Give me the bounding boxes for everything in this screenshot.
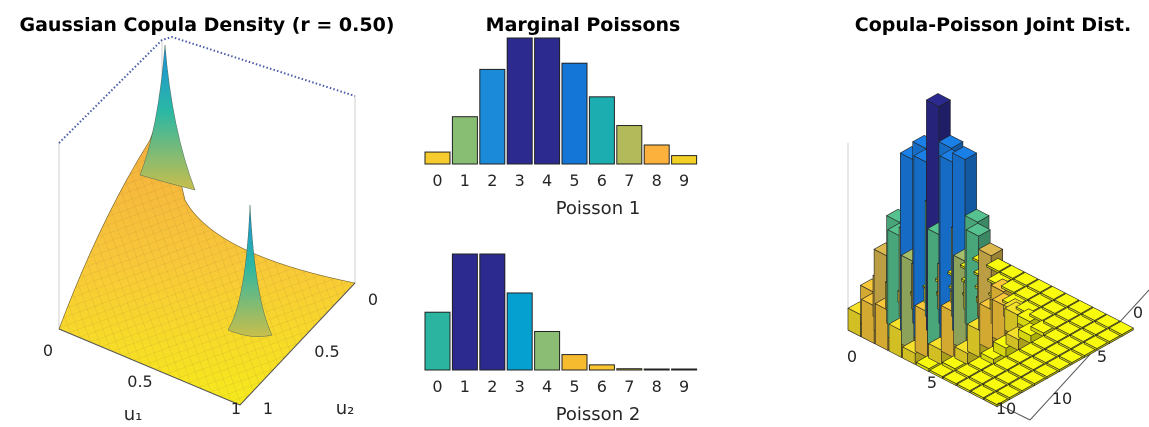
tick-p1-5: 5 [569,171,579,190]
joint-bar-top-4-10 [1026,279,1053,293]
joint-bar-top-1-10 [985,258,1012,272]
joint-bar-top-3-10 [1013,272,1039,286]
joint-y-tick-5: 5 [1097,347,1107,366]
joint-x-tick-10: 10 [996,399,1016,418]
tick-p1-0: 0 [432,171,442,190]
bar-p2-5 [561,354,588,371]
copula-surface-panel: Gaussian Copula Density (r = 0.50) 0 0.5… [20,14,395,425]
bar-p2-2 [479,253,506,371]
tick-p2-9: 9 [679,377,689,396]
bar-p1-4 [534,37,561,165]
joint-bar-top-7-10 [1067,300,1094,314]
tick-p2-3: 3 [515,377,525,396]
joint-bar-top-8-10 [1081,307,1107,321]
tick-p1-4: 4 [542,171,552,190]
joint-bar-1-0 [861,298,875,344]
bar-p2-7 [616,368,643,371]
joint-bar-top-4-4 [951,146,978,160]
bar-p1-7 [616,125,643,165]
u1-tick-0: 0 [43,341,53,360]
joint-bar-top-5-5 [977,242,1004,257]
joint-bar-6-4 [979,303,993,351]
joint-dist-panel: Copula-Poisson Joint Dist. 0 5 10 0 5 10 [847,14,1149,421]
tick-p2-7: 7 [624,377,634,396]
poisson2-xlabel: Poisson 2 [556,404,641,425]
u2-axis-label: u₂ [336,398,355,419]
u2-tick-0: 0 [368,290,378,309]
copula-title: Gaussian Copula Density (r = 0.50) [20,14,395,36]
joint-y-tick-10: 10 [1052,389,1072,408]
joint-bar-top-5-4 [965,222,991,237]
tick-p2-0: 0 [432,377,442,396]
tick-p1-7: 7 [624,171,634,190]
tick-p1-6: 6 [597,171,607,190]
bar-p1-6 [588,96,615,165]
u1-tick-1: 1 [231,399,241,418]
bar-p1-9 [671,155,698,165]
bar-p1-0 [424,151,451,165]
bar-p2-8 [643,368,670,371]
tick-p1-3: 3 [515,171,525,190]
tick-p2-8: 8 [652,377,662,396]
joint-bar-top-6-10 [1054,293,1080,307]
joint-title: Copula-Poisson Joint Dist. [855,14,1131,36]
bar-p1-3 [506,37,533,165]
bar-p1-5 [561,62,588,165]
joint-bar-top-4-5 [964,208,990,223]
u1-tick-0.5: 0.5 [127,372,152,391]
joint-y-tick-0: 0 [1133,303,1143,322]
joint-x-tick-5: 5 [927,373,937,392]
tick-p2-4: 4 [542,377,552,396]
u2-tick-0.5: 0.5 [314,342,339,361]
joint-bar-top-2-10 [999,265,1025,279]
joint-x-tick-0: 0 [847,347,857,366]
bar-p1-1 [451,116,478,165]
marginal-title: Marginal Poissons [486,14,681,36]
joint-bar-top-3-3 [925,93,952,107]
tick-p1-2: 2 [487,171,497,190]
tick-p2-6: 6 [597,377,607,396]
surface-peak-secondary [227,204,273,337]
u2-tick-1: 1 [263,399,273,418]
bar-p2-4 [534,330,561,371]
bar-p2-0 [424,311,451,371]
bar-p1-2 [479,68,506,165]
bar-p2-1 [451,253,478,371]
bar-p2-9 [671,368,698,371]
poisson1-bars [424,37,698,165]
surface-back-ridge [58,35,356,144]
joint-bars [847,93,1134,408]
tick-p2-5: 5 [569,377,579,396]
joint-bar-2-0 [874,303,889,351]
tick-p1-1: 1 [460,171,470,190]
bar-p1-8 [643,144,670,165]
u1-axis-label: u₁ [124,404,143,425]
tick-p2-2: 2 [487,377,497,396]
poisson1-xlabel: Poisson 1 [556,198,641,219]
poisson2-bars [424,253,698,371]
bar-p2-6 [588,364,615,371]
joint-bar-top-10-10 [1108,321,1134,335]
surface-peak-main [139,44,196,191]
joint-bar-top-9-10 [1095,314,1121,328]
tick-p1-9: 9 [679,171,689,190]
tick-p2-1: 1 [460,377,470,396]
joint-bar-top-3-4 [938,134,964,149]
bar-p2-3 [506,292,533,371]
joint-bar-top-5-10 [1040,286,1066,300]
tick-p1-8: 8 [652,171,662,190]
